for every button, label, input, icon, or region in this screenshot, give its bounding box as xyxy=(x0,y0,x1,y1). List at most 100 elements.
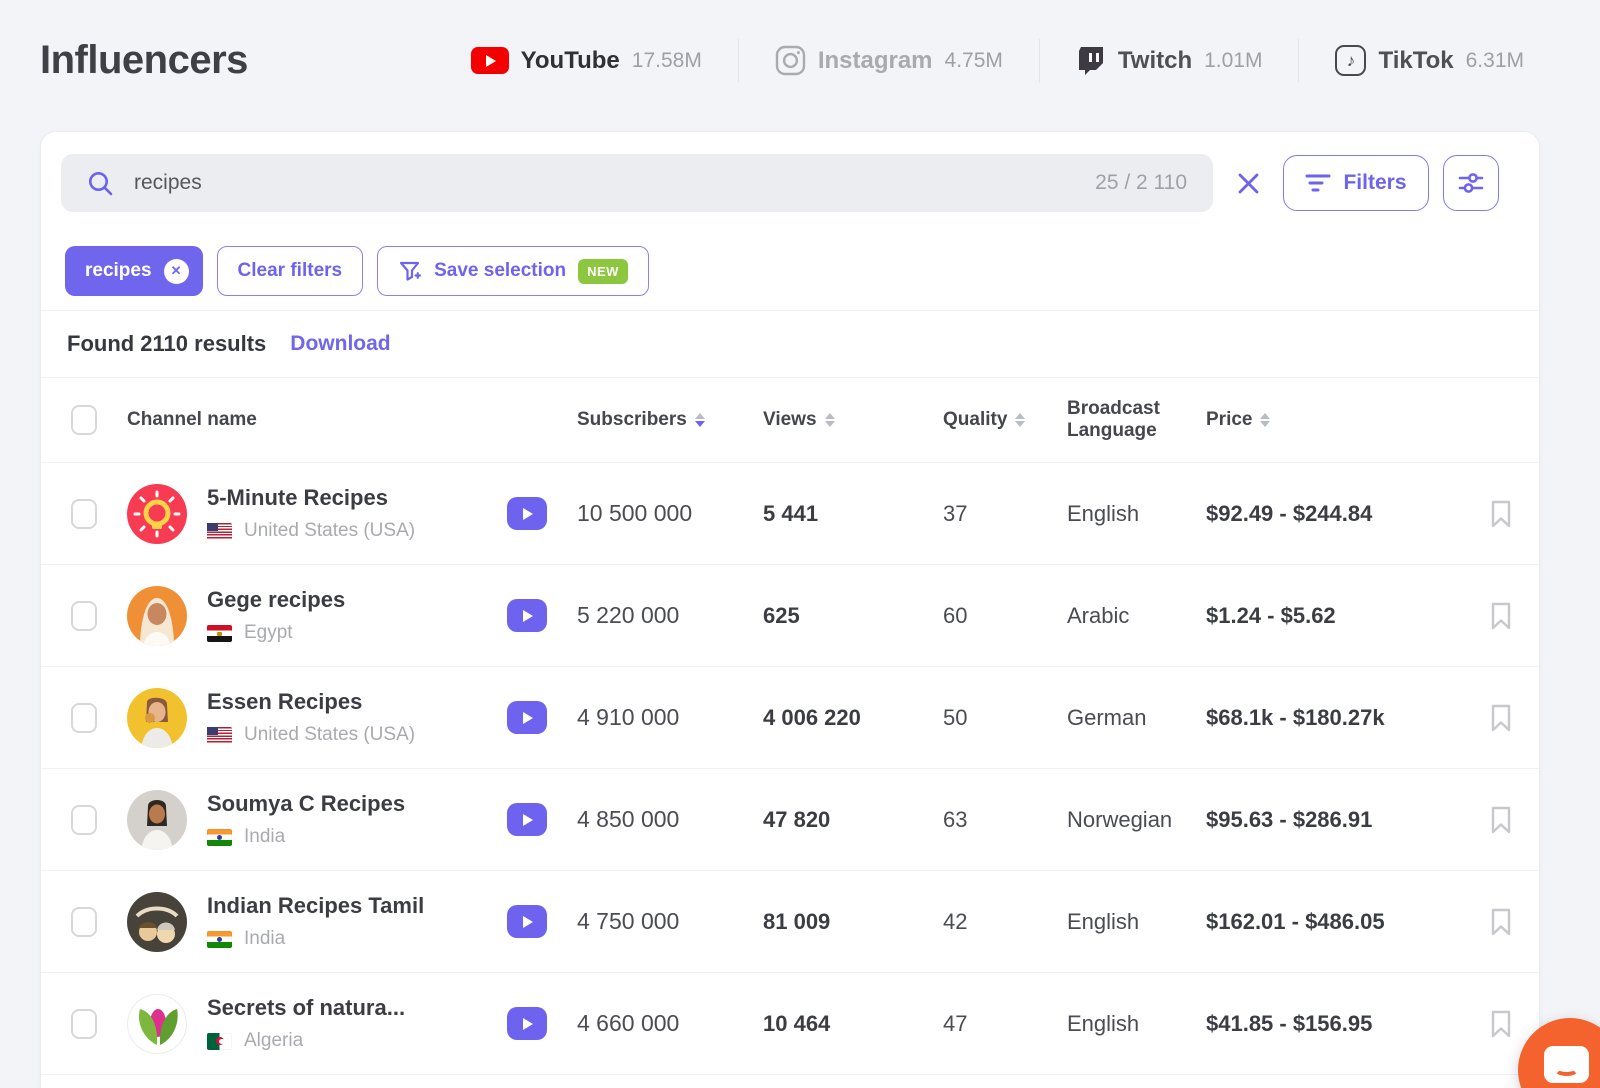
tab-instagram[interactable]: Instagram 4.75M xyxy=(737,39,1039,82)
quality-value: 37 xyxy=(943,500,968,526)
tab-twitch[interactable]: Twitch 1.01M xyxy=(1038,38,1299,83)
india-flag-icon xyxy=(207,828,232,846)
youtube-play-button[interactable] xyxy=(507,1007,547,1040)
remove-filter-icon[interactable]: ✕ xyxy=(163,258,189,284)
subscribers-value: 4 750 000 xyxy=(577,908,680,934)
channel-name[interactable]: Secrets of natura... xyxy=(207,995,406,1020)
subscribers-value: 5 220 000 xyxy=(577,602,680,628)
twitch-icon xyxy=(1076,45,1106,77)
price-value: $68.1k - $180.27k xyxy=(1206,704,1385,730)
save-selection-button[interactable]: Save selection NEW xyxy=(377,246,649,296)
chat-widget-button[interactable] xyxy=(1518,1018,1600,1088)
channel-name[interactable]: Essen Recipes xyxy=(207,689,363,714)
clear-filters-button[interactable]: Clear filters xyxy=(216,246,364,296)
filters-button[interactable]: Filters xyxy=(1283,155,1429,211)
tiktok-icon: ♪ xyxy=(1335,45,1367,76)
sort-icon[interactable] xyxy=(1260,413,1271,427)
subscribers-value: 10 500 000 xyxy=(577,500,693,526)
platform-label: Twitch xyxy=(1117,46,1193,74)
platform-count: 6.31M xyxy=(1465,48,1524,72)
clear-search-button[interactable] xyxy=(1227,162,1269,204)
select-all-checkbox[interactable] xyxy=(71,405,97,435)
sort-icon[interactable] xyxy=(1015,413,1026,427)
algeria-flag-icon xyxy=(207,1032,232,1050)
table-row[interactable]: Soumya C Recipes India 4 850 000 47 820 … xyxy=(41,768,1539,870)
tab-tiktok[interactable]: ♪ TikTok 6.31M xyxy=(1298,39,1560,82)
row-checkbox[interactable] xyxy=(71,906,97,937)
table-row[interactable]: Secrets of natura... Algeria 4 660 000 1… xyxy=(41,972,1539,1074)
egypt-flag-icon xyxy=(207,624,232,642)
channel-country: United States (USA) xyxy=(244,520,416,541)
channel-name[interactable]: Soumya C Recipes xyxy=(207,791,406,816)
column-quality[interactable]: Quality xyxy=(943,409,1067,431)
quality-value: 47 xyxy=(943,1010,968,1036)
table-row[interactable]: 5-Minute Recipes United States (USA) 10 … xyxy=(41,462,1539,564)
subscribers-value: 4 910 000 xyxy=(577,704,680,730)
found-results-text: Found 2110 results xyxy=(67,331,267,356)
channel-avatar person-icon xyxy=(127,585,187,646)
row-checkbox[interactable] xyxy=(71,804,97,835)
channel-name[interactable]: 5-Minute Recipes xyxy=(207,485,388,510)
youtube-play-button[interactable] xyxy=(507,905,547,938)
price-value: $41.85 - $156.95 xyxy=(1206,1010,1373,1036)
language-value: Norwegian xyxy=(1067,806,1173,832)
row-checkbox[interactable] xyxy=(71,498,97,529)
bookmark-icon[interactable] xyxy=(1490,602,1515,630)
youtube-play-button[interactable] xyxy=(507,497,547,530)
channel-name[interactable]: Indian Recipes Tamil xyxy=(207,893,425,918)
views-value: 625 xyxy=(763,602,800,628)
channel-avatar bulb-icon xyxy=(127,483,187,544)
channel-name[interactable]: Gege recipes xyxy=(207,587,346,612)
column-views[interactable]: Views xyxy=(763,409,943,431)
channel-country: Egypt xyxy=(244,622,293,643)
filter-chip-recipes[interactable]: recipes ✕ xyxy=(65,246,203,296)
page-header: Influencers YouTube 17.58M Instagram 4.7… xyxy=(0,0,1600,83)
platform-label: TikTok xyxy=(1378,46,1454,74)
sort-icon[interactable] xyxy=(694,413,705,427)
bookmark-icon[interactable] xyxy=(1490,908,1515,936)
filter-lines-icon xyxy=(1305,173,1331,193)
bookmark-icon[interactable] xyxy=(1490,704,1515,732)
column-channel-name: Channel name xyxy=(127,409,257,430)
price-value: $95.63 - $286.91 xyxy=(1206,806,1373,832)
sort-icon[interactable] xyxy=(824,413,835,427)
found-results-row: Found 2110 results Download xyxy=(41,311,1539,378)
bookmark-icon[interactable] xyxy=(1490,500,1515,528)
youtube-play-button[interactable] xyxy=(507,599,547,632)
tab-youtube[interactable]: YouTube 17.58M xyxy=(435,41,738,81)
save-selection-label: Save selection xyxy=(434,260,567,281)
table-row[interactable]: Gege recipes Egypt 5 220 000 625 60 Arab… xyxy=(41,564,1539,666)
row-checkbox[interactable] xyxy=(71,702,97,733)
results-card: recipes 25 / 2 110 Filters recipes xyxy=(40,131,1540,1088)
close-icon xyxy=(1238,173,1258,193)
search-result-counter: 25 / 2 110 xyxy=(1095,171,1187,194)
platform-label: YouTube xyxy=(520,46,620,74)
views-value: 10 464 xyxy=(763,1010,831,1036)
language-value: German xyxy=(1067,704,1147,730)
search-input[interactable]: recipes 25 / 2 110 xyxy=(61,154,1213,212)
youtube-play-button[interactable] xyxy=(507,803,547,836)
bookmark-icon[interactable] xyxy=(1490,806,1515,834)
bookmark-icon[interactable] xyxy=(1490,1010,1515,1038)
us-flag-icon xyxy=(207,726,232,744)
row-checkbox[interactable] xyxy=(71,600,97,631)
channel-country: Algeria xyxy=(244,1030,304,1051)
table-row[interactable]: Indian Recipes Tamil India 4 750 000 81 … xyxy=(41,870,1539,972)
column-subscribers[interactable]: Subscribers xyxy=(577,409,763,431)
views-value: 5 441 xyxy=(763,500,819,526)
table-row[interactable]: Essen Recipes United States (USA) 4 910 … xyxy=(41,666,1539,768)
row-checkbox[interactable] xyxy=(71,1008,97,1039)
language-value: English xyxy=(1067,1010,1140,1036)
channel-country: India xyxy=(244,826,286,847)
sliders-icon xyxy=(1458,173,1484,193)
column-price[interactable]: Price xyxy=(1206,409,1490,431)
language-value: English xyxy=(1067,500,1140,526)
platform-count: 1.01M xyxy=(1204,48,1263,72)
youtube-play-button[interactable] xyxy=(507,701,547,734)
search-row: recipes 25 / 2 110 Filters xyxy=(41,132,1539,212)
download-link[interactable]: Download xyxy=(290,332,391,355)
subscribers-value: 4 850 000 xyxy=(577,806,680,832)
table-row xyxy=(41,1074,1539,1084)
active-filters-row: recipes ✕ Clear filters Save selection N… xyxy=(41,212,1539,311)
advanced-settings-button[interactable] xyxy=(1443,155,1499,211)
